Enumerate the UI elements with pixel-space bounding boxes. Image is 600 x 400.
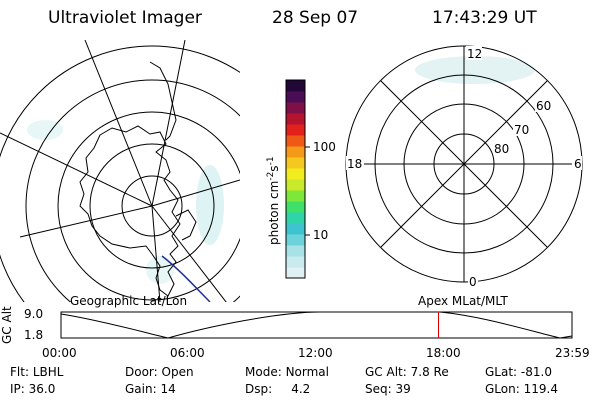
footer-seq: Seq: 39 bbox=[365, 382, 411, 396]
colorbar-tick-10: 10 bbox=[313, 228, 329, 242]
colorbar-cell bbox=[286, 256, 305, 268]
footer-gc-alt: GC Alt: 7.8 Re bbox=[365, 365, 449, 379]
magnetic-panel-title: Apex MLat/MLT bbox=[418, 294, 508, 308]
time-tick-0600: 06:00 bbox=[170, 346, 205, 360]
altitude-ytick-1-8: 1.8 bbox=[24, 328, 44, 342]
colorbar-cell bbox=[286, 146, 305, 158]
date-label: 28 Sep 07 bbox=[272, 8, 359, 28]
aurora-speckle bbox=[27, 120, 224, 284]
geographic-map bbox=[0, 40, 240, 302]
continent-outline bbox=[79, 125, 181, 297]
footer-door: Door: Open bbox=[125, 365, 194, 379]
colorbar-cell bbox=[286, 157, 305, 169]
coast-fragment bbox=[175, 209, 197, 241]
colorbar-cell bbox=[286, 113, 305, 125]
footer-gain: Gain: 14 bbox=[125, 382, 176, 396]
mlt-label-18: 18 bbox=[347, 157, 362, 171]
time-tick-1200: 12:00 bbox=[298, 346, 333, 360]
colorbar-cell bbox=[286, 190, 305, 202]
footer-glon: GLon: 119.4 bbox=[485, 382, 558, 396]
colorbar-tick-100: 100 bbox=[313, 140, 336, 154]
geographic-panel-title: Geographic Lat/Lon bbox=[70, 294, 188, 308]
magnetic-polar-plot: 12 6 0 18 60 70 80 bbox=[345, 45, 583, 289]
mlat-label-60: 60 bbox=[536, 99, 551, 113]
colorbar bbox=[285, 79, 310, 279]
colorbar-cell bbox=[286, 223, 305, 235]
satellite-track bbox=[161, 255, 211, 302]
meridian-line bbox=[151, 179, 240, 207]
colorbar-cell bbox=[286, 102, 305, 114]
colorbar-cell bbox=[286, 124, 305, 136]
instrument-title: Ultraviolet Imager bbox=[48, 8, 202, 28]
meridian-line bbox=[151, 40, 186, 207]
lat-circle-50 bbox=[25, 79, 240, 302]
altitude-ytick-9: 9.0 bbox=[24, 307, 44, 321]
colorbar-cell bbox=[286, 267, 305, 279]
colorbar-cell bbox=[286, 179, 305, 191]
altitude-curve bbox=[60, 311, 573, 339]
meridian-line bbox=[19, 205, 153, 238]
colorbar-cell bbox=[286, 168, 305, 180]
colorbar-cell bbox=[286, 135, 305, 147]
footer-ip: IP: 36.0 bbox=[10, 382, 56, 396]
colorbar-cell bbox=[286, 91, 305, 103]
footer-flt: Flt: LBHL bbox=[10, 365, 64, 379]
colorbar-cell bbox=[286, 245, 305, 257]
mlt-label-12: 12 bbox=[467, 47, 482, 61]
mlat-label-80: 80 bbox=[494, 142, 509, 156]
time-tick-2359: 23:59 bbox=[555, 346, 590, 360]
time-tick-1800: 18:00 bbox=[426, 346, 461, 360]
lat-circle-80 bbox=[121, 175, 183, 237]
colorbar-cell bbox=[286, 80, 305, 92]
colorbar-cell bbox=[286, 212, 305, 224]
footer-dsp: Dsp: 4.2 bbox=[245, 382, 311, 396]
lat-circle-70 bbox=[89, 143, 215, 269]
colorbar-cell bbox=[286, 234, 305, 246]
footer-glat: GLat: -81.0 bbox=[485, 365, 552, 379]
time-tick-0000: 00:00 bbox=[42, 346, 77, 360]
meridian-line bbox=[84, 40, 153, 207]
mlt-label-6: 6 bbox=[574, 157, 582, 171]
south-america-outline bbox=[149, 61, 177, 141]
mlat-label-70: 70 bbox=[514, 123, 529, 137]
meridian-line bbox=[0, 132, 153, 207]
meridian-line bbox=[151, 205, 227, 302]
lat-circle-40 bbox=[0, 45, 240, 302]
altitude-plot bbox=[60, 311, 573, 339]
altitude-ylabel: GC Alt bbox=[0, 306, 14, 344]
mlt-label-0: 0 bbox=[469, 275, 477, 289]
lat-circle-60 bbox=[57, 111, 240, 301]
mlt-line-diagonal bbox=[380, 80, 548, 248]
footer-mode: Mode: Normal bbox=[245, 365, 329, 379]
colorbar-unit-label: photon cm-2s-1 bbox=[266, 156, 281, 245]
time-label: 17:43:29 UT bbox=[432, 8, 537, 28]
colorbar-cell bbox=[286, 201, 305, 213]
